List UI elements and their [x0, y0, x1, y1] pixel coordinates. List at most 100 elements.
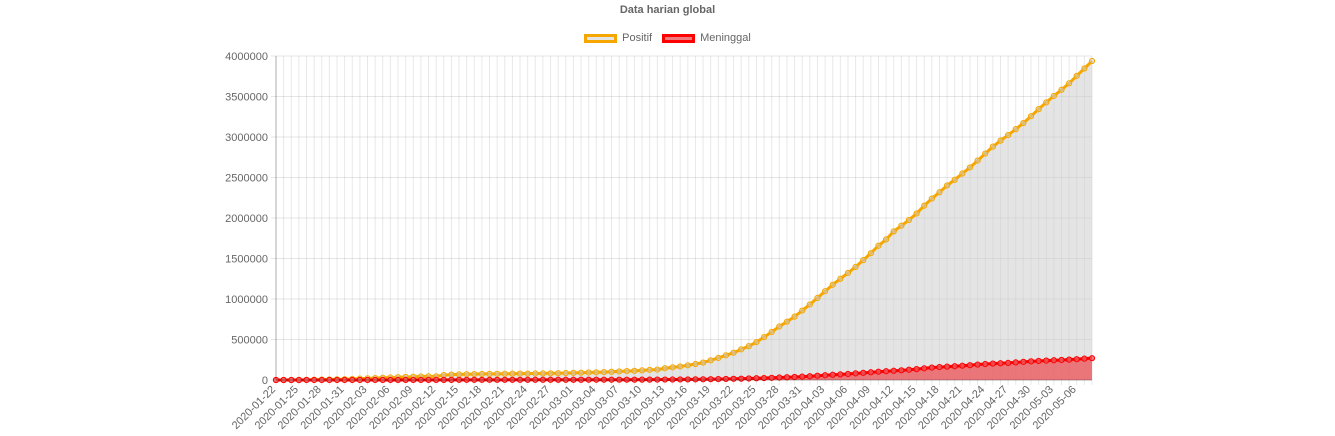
data-point-meninggal [608, 376, 615, 383]
legend-label-meninggal: Meninggal [700, 32, 751, 44]
data-point-meninggal [860, 369, 867, 376]
data-point-meninggal [707, 376, 714, 383]
legend-item-positif[interactable]: Positif [584, 32, 652, 44]
data-point-positif [555, 370, 562, 377]
data-point-positif [585, 369, 592, 376]
data-point-meninggal [936, 363, 943, 371]
data-point-meninggal [379, 376, 386, 384]
data-point-meninggal [1058, 356, 1065, 364]
data-point-meninggal [494, 376, 501, 383]
data-point-meninggal [547, 376, 554, 383]
data-point-meninggal [806, 373, 813, 380]
data-point-positif [539, 370, 547, 377]
data-point-positif [478, 370, 486, 378]
data-point-meninggal [692, 376, 699, 383]
data-point-meninggal [661, 376, 669, 383]
data-point-positif [669, 364, 676, 371]
data-point-meninggal [455, 376, 463, 383]
data-point-meninggal [1073, 356, 1080, 363]
data-point-meninggal [852, 370, 859, 377]
data-point-meninggal [387, 376, 394, 384]
data-point-meninggal [966, 362, 974, 369]
data-point-meninggal [776, 374, 783, 381]
data-point-meninggal [364, 376, 371, 384]
data-point-meninggal [623, 376, 630, 383]
data-point-positif [638, 367, 646, 374]
data-point-meninggal [486, 376, 493, 383]
data-point-positif [608, 368, 615, 375]
data-point-positif [623, 368, 630, 375]
data-point-meninggal [593, 376, 600, 383]
data-point-positif [791, 313, 798, 320]
data-point-meninggal [913, 366, 920, 373]
data-point-positif [989, 143, 996, 150]
data-point-meninggal [280, 376, 287, 384]
data-point-positif [722, 352, 730, 359]
data-point-meninggal [989, 360, 996, 367]
data-point-positif [944, 182, 951, 189]
data-point-positif [776, 323, 783, 330]
data-point-meninggal [1081, 355, 1088, 362]
data-point-positif [974, 157, 981, 164]
data-point-positif [753, 339, 760, 346]
data-point-positif [509, 370, 516, 377]
data-point-positif [837, 275, 844, 282]
data-point-positif [928, 195, 935, 202]
data-point-meninggal [616, 376, 623, 383]
data-point-meninggal [982, 360, 989, 368]
data-point-positif [448, 371, 455, 378]
data-point-positif [760, 334, 768, 341]
data-point-meninggal [577, 376, 585, 383]
data-point-positif [532, 370, 539, 377]
data-point-positif [524, 370, 531, 377]
data-point-positif [463, 371, 470, 378]
data-point-meninggal [1043, 357, 1050, 364]
data-point-positif [966, 164, 974, 171]
data-point-positif [593, 369, 600, 376]
data-point-positif [455, 371, 463, 378]
data-point-meninggal [303, 376, 310, 384]
data-point-meninggal [288, 376, 295, 384]
data-point-positif [844, 269, 852, 277]
y-tick-label: 3000000 [225, 132, 268, 144]
data-point-positif [951, 176, 958, 183]
data-point-meninggal [585, 376, 592, 383]
data-point-meninggal [516, 376, 524, 383]
y-tick-label: 2000000 [225, 213, 268, 225]
chart-title: Data harian global [619, 4, 716, 16]
data-point-meninggal [539, 376, 547, 383]
data-point-positif [692, 360, 699, 368]
legend-item-meninggal[interactable]: Meninggal [662, 32, 751, 44]
data-point-meninggal [791, 373, 798, 381]
y-tick-label: 4000000 [225, 51, 268, 63]
data-point-positif [699, 359, 707, 366]
data-point-positif [921, 202, 928, 209]
data-point-meninggal [669, 376, 676, 383]
legend-label-positif: Positif [622, 32, 653, 44]
data-point-positif [1081, 65, 1088, 72]
data-point-positif [577, 369, 585, 376]
data-point-meninggal [1005, 359, 1012, 366]
data-point-meninggal [638, 376, 646, 383]
data-point-meninggal [875, 368, 882, 375]
data-point-meninggal [425, 376, 432, 384]
data-point-meninggal [394, 376, 402, 384]
data-point-meninggal [867, 369, 874, 376]
data-point-positif [516, 370, 524, 377]
data-point-meninggal [463, 376, 470, 383]
y-tick-label: 3500000 [225, 92, 268, 104]
data-point-meninggal [890, 367, 897, 374]
data-point-positif [570, 369, 577, 376]
data-point-meninggal [562, 376, 569, 383]
data-point-meninggal [974, 361, 981, 368]
series-points [272, 57, 1096, 384]
data-point-meninggal [433, 376, 440, 384]
legend-swatch-positif [584, 33, 618, 43]
data-point-positif [1050, 92, 1057, 100]
data-point-meninggal [898, 367, 905, 374]
y-tick-label: 1000000 [225, 294, 268, 306]
data-point-positif [1035, 106, 1042, 113]
data-point-positif [547, 370, 554, 377]
data-point-meninggal [501, 376, 508, 383]
